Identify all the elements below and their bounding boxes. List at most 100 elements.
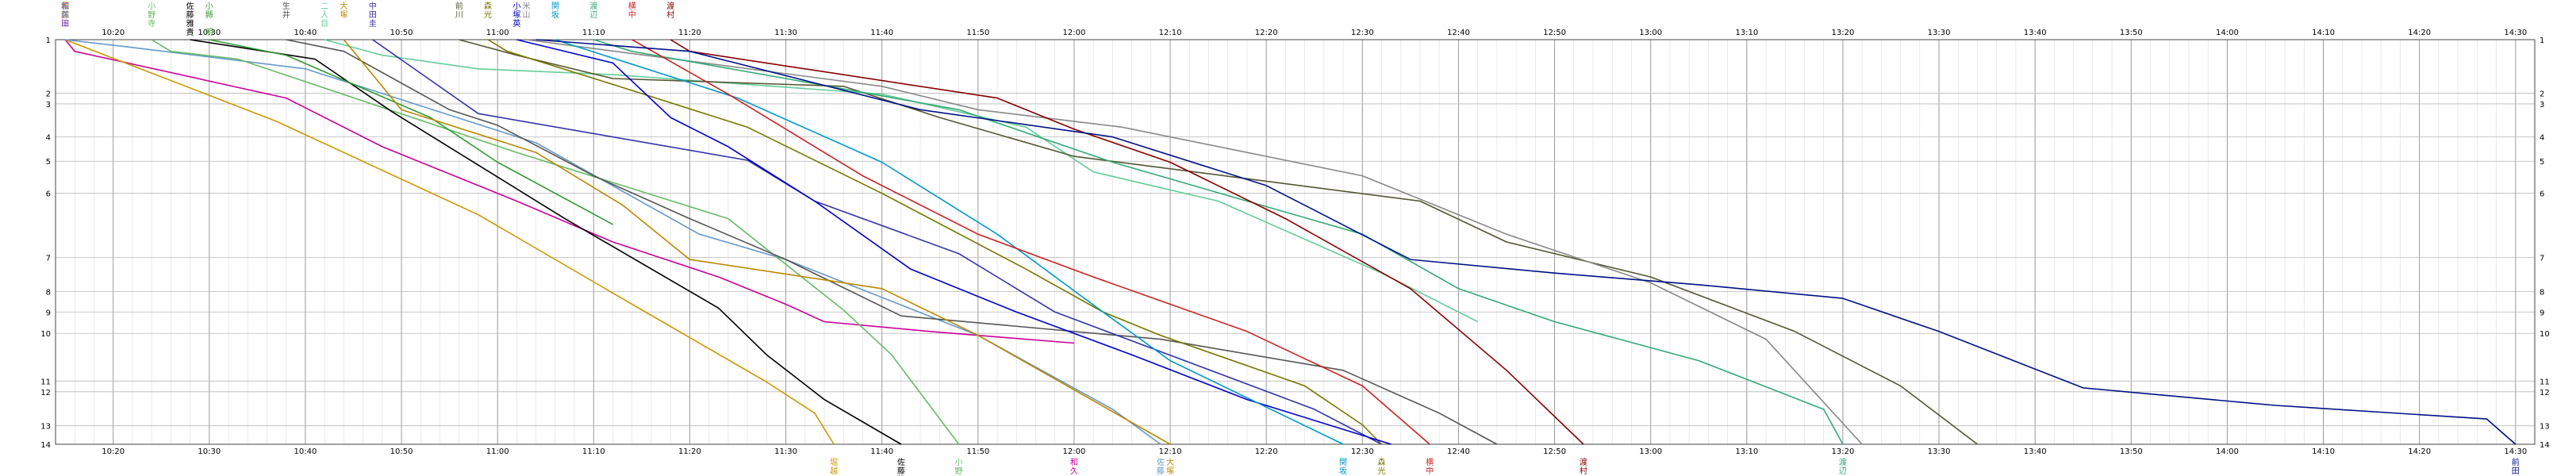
- time-tick-label-bottom: 12:30: [1351, 447, 1374, 456]
- series-top-label-6: 小縣 明: [205, 2, 213, 37]
- time-tick-label-top: 13:30: [1928, 29, 1951, 37]
- series-line-17: [632, 39, 1430, 445]
- station-label-left: 7: [46, 255, 51, 263]
- series-bottom-label-12: 森光: [1378, 457, 1386, 476]
- series-top-label-14: 米山: [523, 1, 531, 20]
- series-top-label-10: 中田圭: [369, 1, 377, 29]
- series-line-10: [372, 39, 1382, 445]
- series-top-label-18: 渡村: [666, 1, 674, 20]
- series-top-label-15: 関坂: [551, 2, 559, 20]
- time-tick-label-top: 13:00: [1639, 29, 1662, 37]
- series-bottom-label-2: 堀越: [830, 458, 838, 476]
- series-line-2: [64, 39, 835, 445]
- chart-series: [64, 39, 2516, 445]
- time-tick-label-top: 12:20: [1255, 29, 1278, 37]
- series-bottom-label-5: 佐藤雅貴: [897, 458, 905, 476]
- station-label-left: 12: [40, 389, 51, 397]
- series-bottom-label-19: 前田: [2512, 457, 2520, 476]
- station-label-right: 14: [2540, 441, 2550, 450]
- station-label-right: 8: [2540, 289, 2544, 298]
- time-tick-label-top: 11:20: [678, 29, 701, 37]
- station-label-right: 13: [2540, 423, 2550, 432]
- time-tick-label-bottom: 14:00: [2216, 447, 2239, 456]
- chart-grid: [55, 39, 2536, 445]
- time-tick-label-top: 14:00: [2216, 29, 2239, 37]
- time-tick-label-top: 12:40: [1447, 29, 1470, 37]
- time-tick-label-bottom: 10:20: [102, 447, 125, 456]
- time-tick-label-bottom: 12:50: [1543, 447, 1566, 456]
- time-tick-label-bottom: 11:50: [966, 447, 989, 456]
- station-label-left: 5: [46, 158, 51, 167]
- time-tick-label-bottom: 12:10: [1159, 447, 1182, 456]
- time-tick-label-bottom: 13:50: [2120, 447, 2143, 456]
- time-tick-label-bottom: 11:00: [486, 447, 509, 456]
- time-tick-label-top: 14:30: [2504, 29, 2527, 37]
- time-tick-label-bottom: 10:50: [390, 447, 413, 456]
- station-label-right: 1: [2540, 36, 2544, 45]
- time-tick-label-bottom: 13:40: [2024, 447, 2047, 456]
- series-top-label-8: 生井: [282, 1, 290, 20]
- time-tick-label-bottom: 13:20: [1831, 447, 1854, 456]
- series-line-15: [555, 39, 1344, 445]
- time-tick-label-top: 10:50: [390, 29, 413, 37]
- series-top-label-9: 大塚: [340, 1, 347, 20]
- station-label-right: 7: [2540, 255, 2544, 263]
- series-bottom-label-15: 関坂: [1339, 458, 1347, 476]
- series-line-18: [670, 39, 1584, 445]
- station-label-left: 9: [46, 309, 51, 317]
- time-tick-label-top: 11:50: [966, 29, 989, 37]
- chart-labels: 和久田和久田堀越堀越佐藤涼佐藤涼小野寺小野寺佐藤雅貴佐藤雅貴小縣 明二人目生井大…: [61, 1, 2520, 476]
- time-tick-label-bottom: 11:20: [678, 447, 701, 456]
- time-tick-label-top: 10:30: [198, 29, 221, 37]
- series-line-4: [151, 39, 960, 445]
- time-tick-label-bottom: 13:00: [1639, 447, 1662, 456]
- time-tick-label-bottom: 14:30: [2504, 447, 2527, 456]
- station-label-left: 4: [46, 134, 51, 143]
- series-top-label-7: 二人目: [321, 2, 328, 29]
- time-tick-label-top: 10:20: [102, 29, 125, 37]
- series-bottom-label-17: 横中: [1426, 457, 1434, 476]
- series-line-5: [190, 39, 902, 445]
- time-tick-label-bottom: 10:40: [294, 447, 317, 456]
- series-line-7: [324, 39, 1478, 323]
- series-top-label-1: 和久田: [61, 2, 69, 29]
- series-line-13: [516, 39, 1392, 445]
- station-label-left: 13: [40, 423, 51, 432]
- time-tick-label-bottom: 11:30: [774, 447, 797, 456]
- station-label-left: 6: [46, 190, 51, 199]
- station-label-left: 1: [46, 36, 51, 45]
- station-label-right: 11: [2540, 378, 2550, 386]
- time-tick-label-bottom: 10:30: [198, 447, 221, 456]
- series-line-6: [209, 39, 613, 225]
- time-tick-label-bottom: 14:10: [2312, 447, 2335, 456]
- series-line-14: [526, 39, 1863, 445]
- time-tick-label-bottom: 11:40: [870, 447, 893, 456]
- time-tick-label-top: 12:30: [1351, 29, 1374, 37]
- series-line-8: [286, 39, 1498, 445]
- series-bottom-label-9: 大塚: [1166, 457, 1174, 476]
- series-line-11: [459, 39, 1978, 445]
- series-bottom-label-3: 佐藤涼: [1157, 458, 1165, 476]
- time-tick-label-bottom: 14:20: [2408, 447, 2431, 456]
- station-label-left: 2: [46, 90, 51, 98]
- series-bottom-label-18: 渡村: [1580, 457, 1587, 476]
- time-tick-label-top: 12:10: [1159, 29, 1182, 37]
- time-tick-label-bottom: 12:20: [1255, 447, 1278, 456]
- time-tick-label-top: 13:40: [2024, 29, 2047, 37]
- series-top-label-17: 横中: [628, 1, 636, 20]
- station-label-right: 2: [2540, 90, 2544, 98]
- time-tick-label-bottom: 12:40: [1447, 447, 1470, 456]
- time-tick-label-top: 13:50: [2120, 29, 2143, 37]
- series-line-12: [487, 39, 1383, 445]
- time-tick-label-top: 14:10: [2312, 29, 2335, 37]
- station-label-right: 9: [2540, 309, 2544, 317]
- time-tick-label-top: 14:20: [2408, 29, 2431, 37]
- series-top-label-11: 前川: [455, 1, 463, 20]
- time-tick-label-bottom: 12:00: [1063, 447, 1086, 456]
- station-label-right: 3: [2540, 101, 2544, 109]
- station-label-right: 12: [2540, 389, 2550, 397]
- time-tick-label-top: 11:40: [870, 29, 893, 37]
- series-line-19: [536, 39, 2516, 445]
